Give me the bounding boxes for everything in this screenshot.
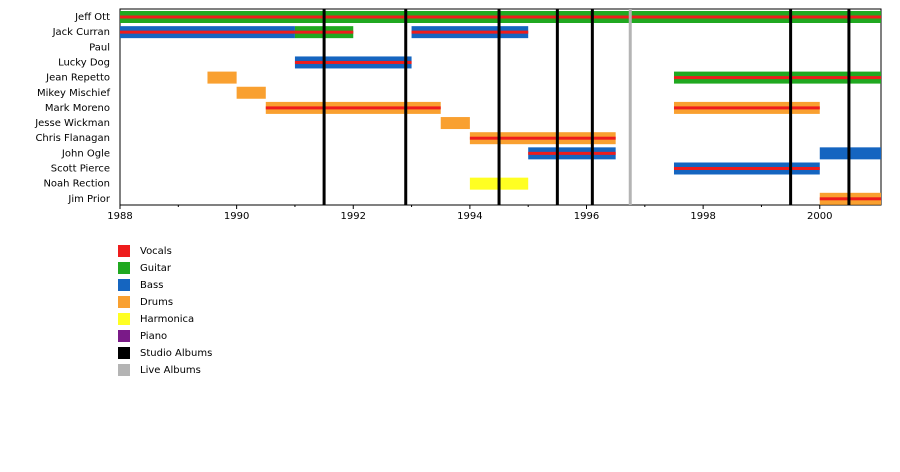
member-label: Mikey Mischief — [37, 88, 110, 99]
x-tick-label: 1998 — [690, 211, 715, 222]
legend-swatch — [118, 245, 130, 257]
period-stripe — [411, 30, 529, 34]
member-label: Jean Repetto — [45, 73, 110, 84]
member-label: Scott Pierce — [51, 164, 110, 175]
legend-swatch — [118, 296, 130, 308]
legend-label: Studio Albums — [140, 348, 212, 359]
x-tick-label: 1994 — [457, 211, 482, 222]
period-bar — [440, 117, 470, 130]
legend-label: Piano — [140, 331, 167, 342]
member-label: Jesse Wickman — [34, 118, 110, 129]
legend-label: Harmonica — [140, 314, 194, 325]
member-label: Lucky Dog — [58, 57, 110, 68]
legend-label: Bass — [140, 280, 163, 291]
member-label: John Ogle — [61, 148, 110, 159]
legend-label: Live Albums — [140, 365, 201, 376]
legend-label: Drums — [140, 297, 173, 308]
period-stripe — [265, 106, 441, 110]
member-label: Jack Curran — [52, 27, 110, 38]
member-label: Mark Moreno — [45, 103, 110, 114]
period-stripe — [120, 30, 295, 34]
legend-swatch — [118, 262, 130, 274]
member-label: Jeff Ott — [74, 12, 110, 23]
x-tick-label: 1996 — [574, 211, 599, 222]
period-stripe — [528, 151, 616, 155]
legend-swatch — [118, 347, 130, 359]
member-label: Noah Rection — [43, 179, 110, 190]
member-label: Paul — [89, 42, 110, 53]
period-stripe — [673, 76, 881, 80]
period-stripe — [673, 167, 820, 170]
x-tick-label: 1990 — [224, 211, 249, 222]
legend-label: Guitar — [140, 263, 172, 274]
legend-swatch — [118, 279, 130, 291]
legend-swatch — [118, 313, 130, 325]
period-bar — [207, 71, 237, 84]
period-stripe — [294, 60, 412, 64]
legend-label: Vocals — [140, 246, 172, 257]
x-tick-label: 1988 — [107, 211, 132, 222]
x-tick-label: 1992 — [341, 211, 366, 222]
period-stripe — [673, 106, 820, 110]
legend-swatch — [118, 330, 130, 342]
member-label: Jim Prior — [67, 194, 111, 205]
legend-swatch — [118, 364, 130, 376]
x-tick-label: 2000 — [807, 211, 832, 222]
member-label: Chris Flanagan — [35, 133, 110, 144]
period-bar — [236, 86, 266, 99]
period-stripe — [469, 136, 616, 140]
